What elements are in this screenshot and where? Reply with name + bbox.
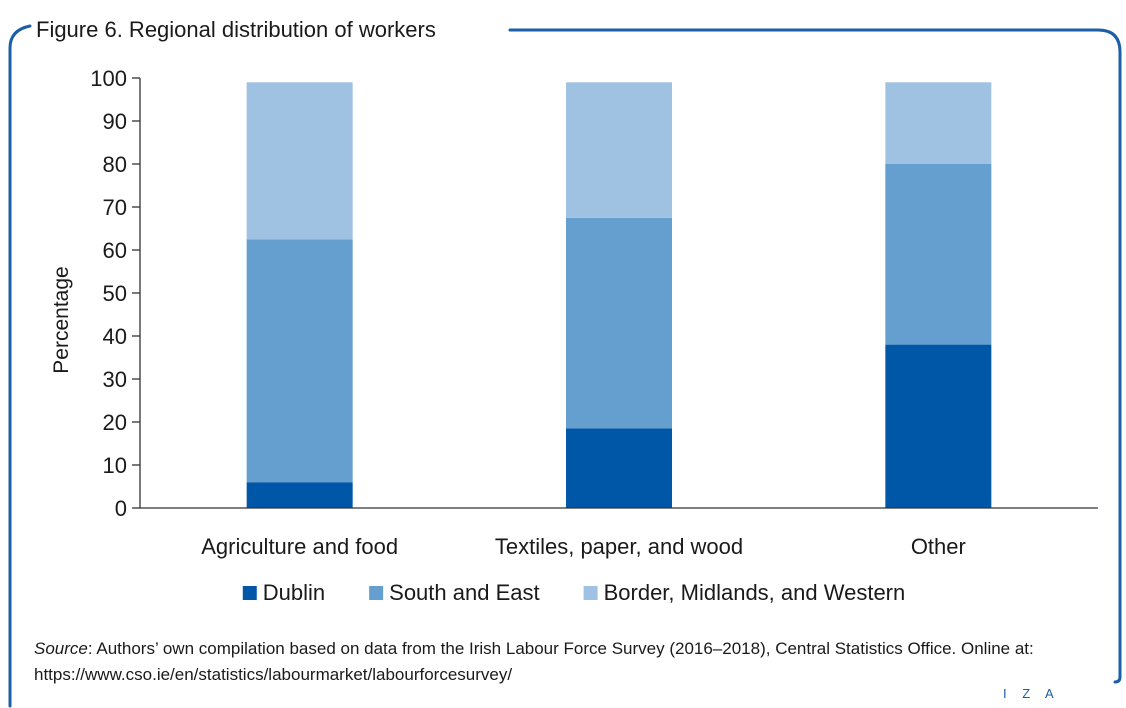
source-text: : Authors’ own compilation based on data… (34, 639, 1034, 684)
x-axis: Agriculture and food Textiles, paper, and… (140, 507, 1098, 559)
legend-swatch-border-midlands-and-western (583, 586, 598, 600)
iza-logo: I Z A (1003, 686, 1060, 701)
y-tick-label: 20 (103, 410, 127, 435)
y-tick-label: 80 (103, 152, 127, 177)
y-tick-label: 100 (90, 66, 127, 91)
bar-other-border-midlands-and-western (885, 82, 992, 164)
bar-textiles-paper-and-wood-border-midlands-and-western (566, 82, 672, 218)
y-axis-label: Percentage (50, 266, 73, 373)
legend-label-border-midlands-and-western: Border, Midlands, and Western (604, 580, 906, 605)
bar-other-south-and-east (885, 164, 992, 345)
y-axis: 0 10 20 30 40 50 60 70 80 90 100 (90, 66, 141, 521)
bar-textiles-paper-and-wood-dublin (566, 428, 672, 508)
bar-agriculture-and-food-dublin (246, 482, 353, 508)
y-tick-label: 0 (115, 496, 127, 521)
x-tick-label: Textiles, paper, and wood (495, 534, 743, 559)
legend-swatch-dublin (242, 586, 257, 600)
source-label: Source (34, 639, 88, 658)
frame-border (8, 24, 1122, 708)
x-tick-label: Other (911, 534, 966, 559)
y-tick-label: 90 (103, 109, 127, 134)
y-tick-label: 10 (103, 453, 127, 478)
y-tick-label: 50 (103, 281, 127, 306)
bar-agriculture-and-food-border-midlands-and-western (246, 82, 353, 240)
bar-textiles-paper-and-wood-south-and-east (566, 217, 672, 429)
legend: Dublin South and East Border, Midlands, an… (242, 580, 906, 605)
y-tick-label: 40 (103, 324, 127, 349)
bar-agriculture-and-food-south-and-east (246, 239, 353, 483)
y-tick-label: 60 (103, 238, 127, 263)
bars (246, 82, 992, 508)
legend-label-dublin: Dublin (263, 580, 325, 605)
source-note: Source: Authors’ own compilation based o… (34, 636, 1104, 688)
legend-label-south-and-east: South and East (389, 580, 539, 605)
bar-other-dublin (885, 344, 992, 508)
y-tick-label: 70 (103, 195, 127, 220)
legend-swatch-south-and-east (369, 586, 384, 600)
y-tick-label: 30 (103, 367, 127, 392)
figure-title: Figure 6. Regional distribution of worke… (34, 17, 444, 43)
x-tick-label: Agriculture and food (201, 534, 398, 559)
